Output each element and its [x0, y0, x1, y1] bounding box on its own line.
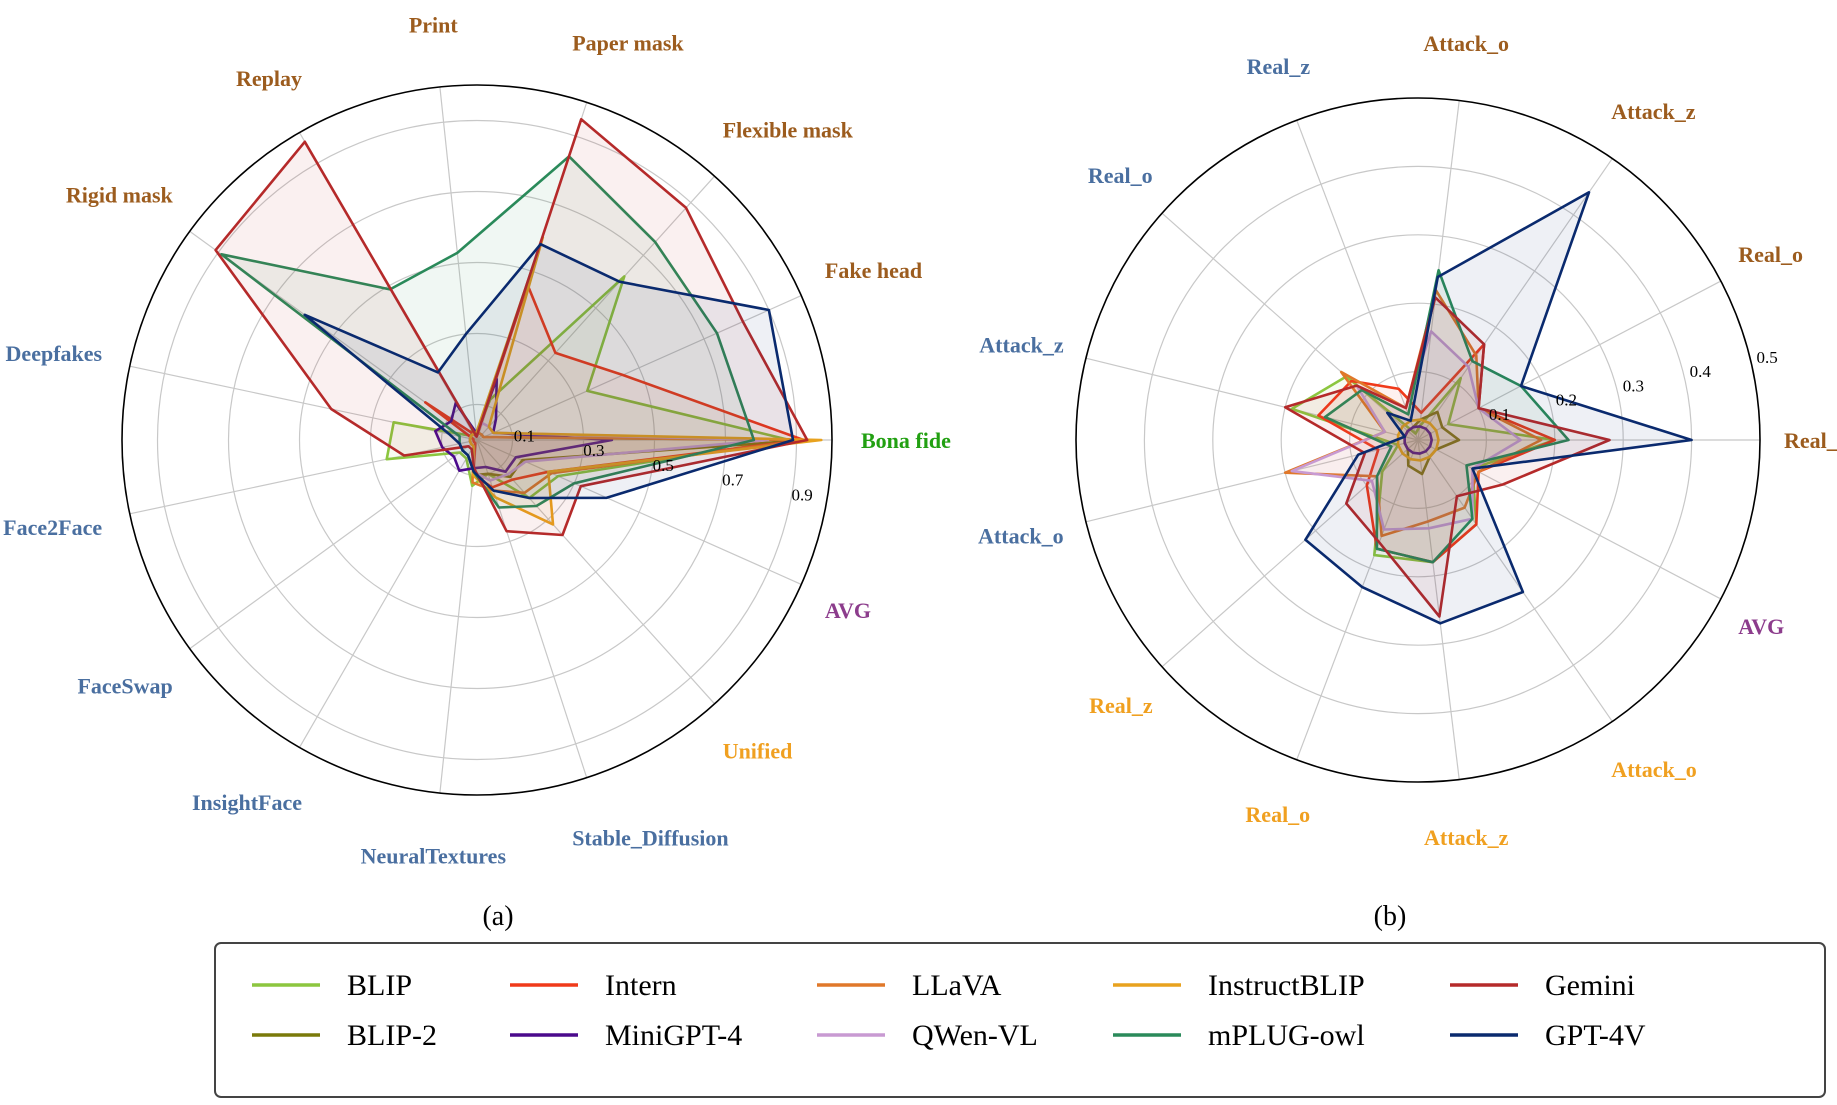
axis-label-faceswap: FaceSwap [77, 674, 172, 699]
axis-label-real-o: Real_o [1245, 802, 1310, 827]
series-instructblip [468, 236, 823, 526]
series-minigpt-4 [1403, 425, 1433, 455]
series-mplug-owl [1323, 268, 1570, 564]
axis-spoke [1296, 439, 1419, 760]
outer-circle [1075, 97, 1761, 783]
axis-label-deepfakes: Deepfakes [6, 341, 103, 366]
series-blip [385, 275, 791, 500]
axis-label-neuraltextures: NeuralTextures [361, 844, 507, 869]
axis-spoke [1417, 439, 1722, 600]
tick-label: 0.4 [1690, 362, 1712, 381]
tick-label: 0.3 [1623, 376, 1644, 395]
series-gpt-4v [303, 242, 795, 500]
legend-label-llava: LLaVA [912, 969, 1002, 1002]
axis-label-face2face: Face2Face [3, 515, 102, 540]
axis-spoke [1417, 280, 1722, 441]
axis-spoke [439, 86, 478, 441]
axis-label-attack-o: Attack_o [978, 524, 1064, 549]
tick-label: 0.1 [1489, 405, 1510, 424]
series-gpt-4v [1304, 191, 1693, 625]
legend: BLIP BLIP-2 Intern MiniGPT-4 LLaVA QWen-VL Ins… [214, 942, 1826, 1098]
axis-spoke [476, 439, 802, 585]
axis-spoke [476, 295, 802, 441]
panel-a-caption: (a) [482, 901, 513, 932]
axis-spoke [1417, 158, 1613, 441]
tick-label: 0.2 [1556, 391, 1577, 410]
series-mplug-owl [220, 155, 756, 509]
series-qwen-vl [1290, 330, 1522, 531]
legend-label-mplug-owl: mPLUG-owl [1208, 1019, 1365, 1052]
legend-label-blip-2: BLIP-2 [347, 1019, 437, 1052]
tick-label: 0.1 [514, 426, 535, 445]
legend-items: BLIP BLIP-2 Intern MiniGPT-4 LLaVA QWen-VL Ins… [252, 969, 1646, 1052]
axis-label-real-z: Real_z [1247, 54, 1311, 79]
axis-spoke [1085, 357, 1419, 441]
tick-label: 0.5 [1757, 348, 1778, 367]
axis-label-attack-o: Attack_o [1423, 31, 1509, 56]
axis-label-attack-z: Attack_z [1611, 99, 1696, 124]
axis-label-flexible-mask: Flexible mask [723, 117, 854, 142]
legend-label-intern: Intern [605, 969, 677, 1002]
legend-label-blip: BLIP [347, 969, 412, 1002]
legend-label-instructblip: InstructBLIP [1208, 969, 1365, 1002]
axis-spoke [298, 439, 478, 748]
axis-label-attack-z: Attack_z [979, 332, 1064, 357]
axis-label-print: Print [409, 12, 459, 37]
axis-label-insightface: InsightFace [192, 790, 302, 815]
legend-box [214, 942, 1826, 1098]
tick-label: 0.5 [653, 456, 674, 475]
axis-spoke [476, 175, 715, 441]
axis-label-attack-z: Attack_z [1424, 825, 1509, 850]
axis-label-fake-head: Fake head [825, 258, 922, 283]
axis-spoke [1161, 439, 1419, 668]
axis-label-stable-diffusion: Stable_Diffusion [572, 826, 728, 851]
axis-label-unified: Unified [723, 739, 793, 764]
series-gemini [1283, 296, 1611, 618]
axis-spoke [476, 439, 715, 705]
legend-label-gemini: Gemini [1545, 969, 1635, 1002]
axis-label-real-o: Real_o [1088, 163, 1153, 188]
panel-b-caption: (b) [1374, 901, 1407, 932]
radar-panel-b: 0.1 0.2 0.3 0.4 0.5 Real_z Real_o Attack_z Attac… [978, 31, 1837, 850]
axis-label-real-z: Real_z [1089, 693, 1153, 718]
axis-label-bona-fide: Bona fide [861, 428, 951, 453]
axis-spoke [1417, 439, 1460, 780]
tick-label: 0.3 [583, 441, 604, 460]
axis-spoke [439, 439, 478, 794]
axis-label-attack-o: Attack_o [1611, 757, 1697, 782]
outer-circle [121, 84, 833, 796]
legend-label-minigpt-4: MiniGPT-4 [605, 1019, 742, 1052]
tick-label: 0.7 [722, 471, 744, 490]
legend-label-gpt-4v: GPT-4V [1545, 1019, 1646, 1052]
radar-panel-a: 0.1 0.3 0.5 0.7 0.9 Bona fide Fake head Flexibl… [3, 12, 951, 868]
axis-spoke [1296, 120, 1419, 441]
axis-spoke [189, 439, 478, 650]
axis-label-rigid-mask: Rigid mask [66, 182, 174, 207]
legend-label-qwen-vl: QWen-VL [912, 1019, 1038, 1052]
axis-label-real-z: Real_z [1784, 428, 1837, 453]
axis-spoke [1417, 439, 1613, 722]
axis-label-paper-mask: Paper mask [572, 31, 684, 56]
axis-spoke [1161, 212, 1419, 441]
axis-label-avg: AVG [1738, 614, 1784, 639]
tick-label: 0.9 [792, 485, 813, 504]
axis-label-replay: Replay [236, 66, 302, 91]
series-gemini [214, 118, 809, 537]
axis-label-avg: AVG [825, 598, 871, 623]
axis-label-real-o: Real_o [1738, 242, 1803, 267]
